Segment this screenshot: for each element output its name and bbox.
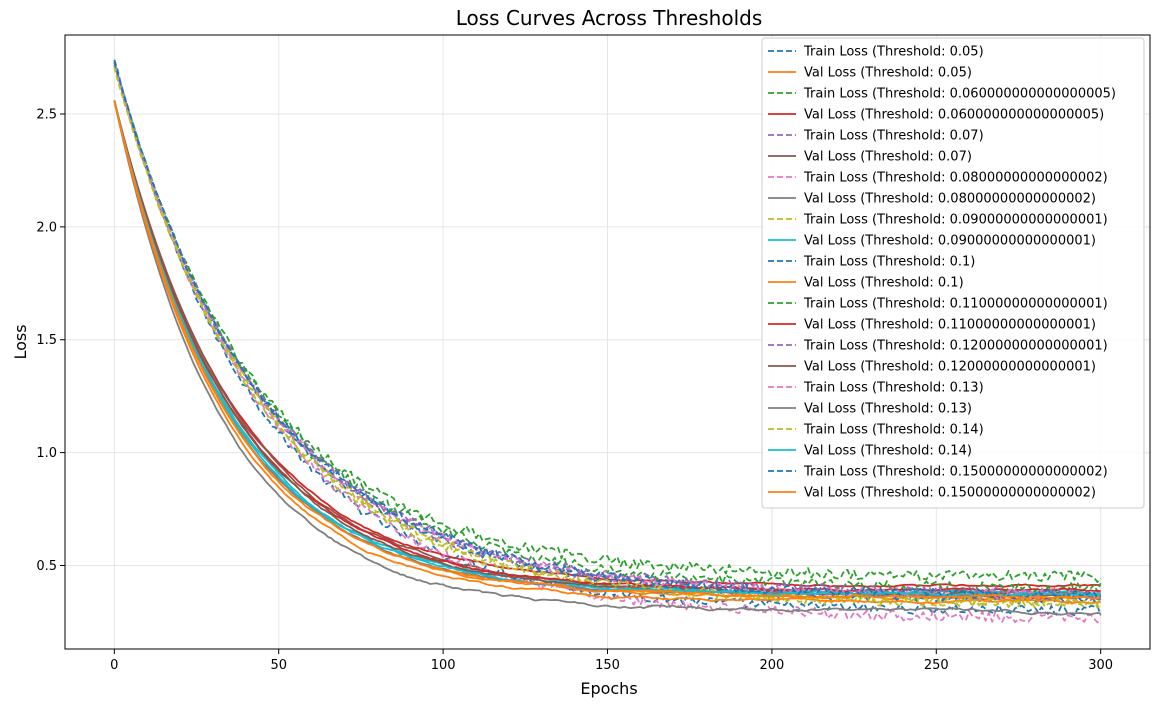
series-line-2 [113,64,1102,584]
y-tick-label: 2.0 [36,220,57,235]
series-line-18 [113,66,1102,607]
series-line-0 [113,59,1102,617]
y-tick-label: 2.5 [36,108,57,123]
series-line-21 [113,100,1101,600]
legend: Train Loss (Threshold: 0.05) Val Loss (Th… [761,37,1145,509]
legend-label: Train Loss (Threshold: 0.14) [803,423,984,438]
legend-label: Train Loss (Threshold: 0.13) [803,381,984,396]
legend-label: Train Loss (Threshold: 0.150000000000000… [803,465,1108,480]
legend-label: Val Loss (Threshold: 0.07) [804,150,972,165]
legend-label: Train Loss (Threshold: 0.07) [803,129,984,144]
legend-label: Train Loss (Threshold: 0.060000000000000… [803,87,1116,102]
legend-label: Train Loss (Threshold: 0.080000000000000… [803,171,1108,186]
legend-label: Train Loss (Threshold: 0.090000000000000… [803,213,1108,228]
legend-label: Val Loss (Threshold: 0.09000000000000001… [804,234,1096,249]
legend-label: Val Loss (Threshold: 0.12000000000000001… [804,360,1096,375]
series-line-3 [113,100,1101,588]
series-line-7 [113,100,1101,616]
series-line-14 [113,64,1102,598]
x-tick-label: 50 [270,658,287,673]
legend-label: Val Loss (Threshold: 0.14) [804,444,972,459]
series-line-15 [113,100,1101,599]
x-tick-label: 300 [1088,658,1113,673]
legend-label: Val Loss (Threshold: 0.15000000000000002… [804,486,1096,501]
legend-label: Val Loss (Threshold: 0.11000000000000001… [804,318,1096,333]
legend-label: Val Loss (Threshold: 0.08000000000000002… [804,192,1096,207]
legend-label: Val Loss (Threshold: 0.06000000000000000… [804,108,1104,123]
y-tick-label: 0.5 [36,559,57,574]
legend-label: Train Loss (Threshold: 0.110000000000000… [803,297,1108,312]
y-tick-label: 1.5 [36,333,57,348]
chart-title: Loss Curves Across Thresholds [456,6,763,30]
series-line-19 [113,100,1101,597]
y-tick-label: 1.0 [36,446,57,461]
legend-label: Train Loss (Threshold: 0.1) [803,255,975,270]
series-line-17 [113,100,1101,597]
legend-label: Val Loss (Threshold: 0.1) [804,276,964,291]
series-line-11 [113,100,1101,605]
legend-label: Val Loss (Threshold: 0.13) [804,402,972,417]
legend-box [761,37,1145,509]
x-tick-label: 250 [924,658,949,673]
series-line-6 [113,64,1101,624]
y-axis-title: Loss [11,324,30,359]
legend-label: Val Loss (Threshold: 0.05) [804,66,972,81]
x-tick-label: 150 [595,658,620,673]
legend-label: Train Loss (Threshold: 0.05) [803,45,984,60]
series-line-12 [113,64,1102,594]
legend-label: Train Loss (Threshold: 0.120000000000000… [803,339,1108,354]
x-tick-label: 100 [431,658,456,673]
x-tick-label: 0 [110,658,118,673]
series-line-13 [113,100,1101,593]
x-axis-title: Epochs [580,679,637,698]
x-tick-label: 200 [759,658,784,673]
series-line-16 [113,64,1102,600]
series-layer [113,59,1102,624]
tick-layer: 0 50 100 150 200 250 300 0.5 1.0 1.5 2.0 2.5 [36,108,1113,673]
